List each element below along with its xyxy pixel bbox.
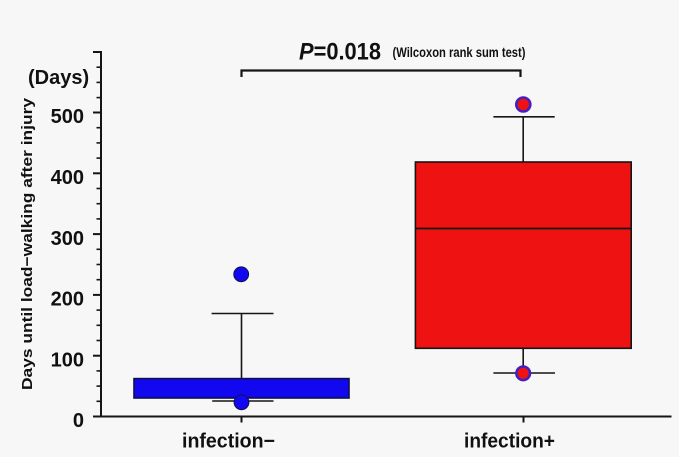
svg-text:P=0.018: P=0.018 — [299, 39, 381, 66]
svg-text:400: 400 — [51, 167, 84, 189]
svg-text:300: 300 — [51, 228, 84, 250]
svg-text:infection+: infection+ — [464, 431, 555, 453]
svg-text:200: 200 — [51, 289, 84, 311]
svg-text:(Days): (Days) — [28, 67, 89, 89]
svg-text:(Wilcoxon rank sum test): (Wilcoxon rank sum test) — [393, 44, 526, 60]
svg-text:500: 500 — [51, 106, 84, 128]
svg-text:Days until load−walking after: Days until load−walking after injury — [19, 97, 36, 390]
svg-text:100: 100 — [51, 349, 84, 371]
svg-text:infection−: infection− — [182, 431, 275, 453]
svg-text:0: 0 — [73, 410, 84, 432]
